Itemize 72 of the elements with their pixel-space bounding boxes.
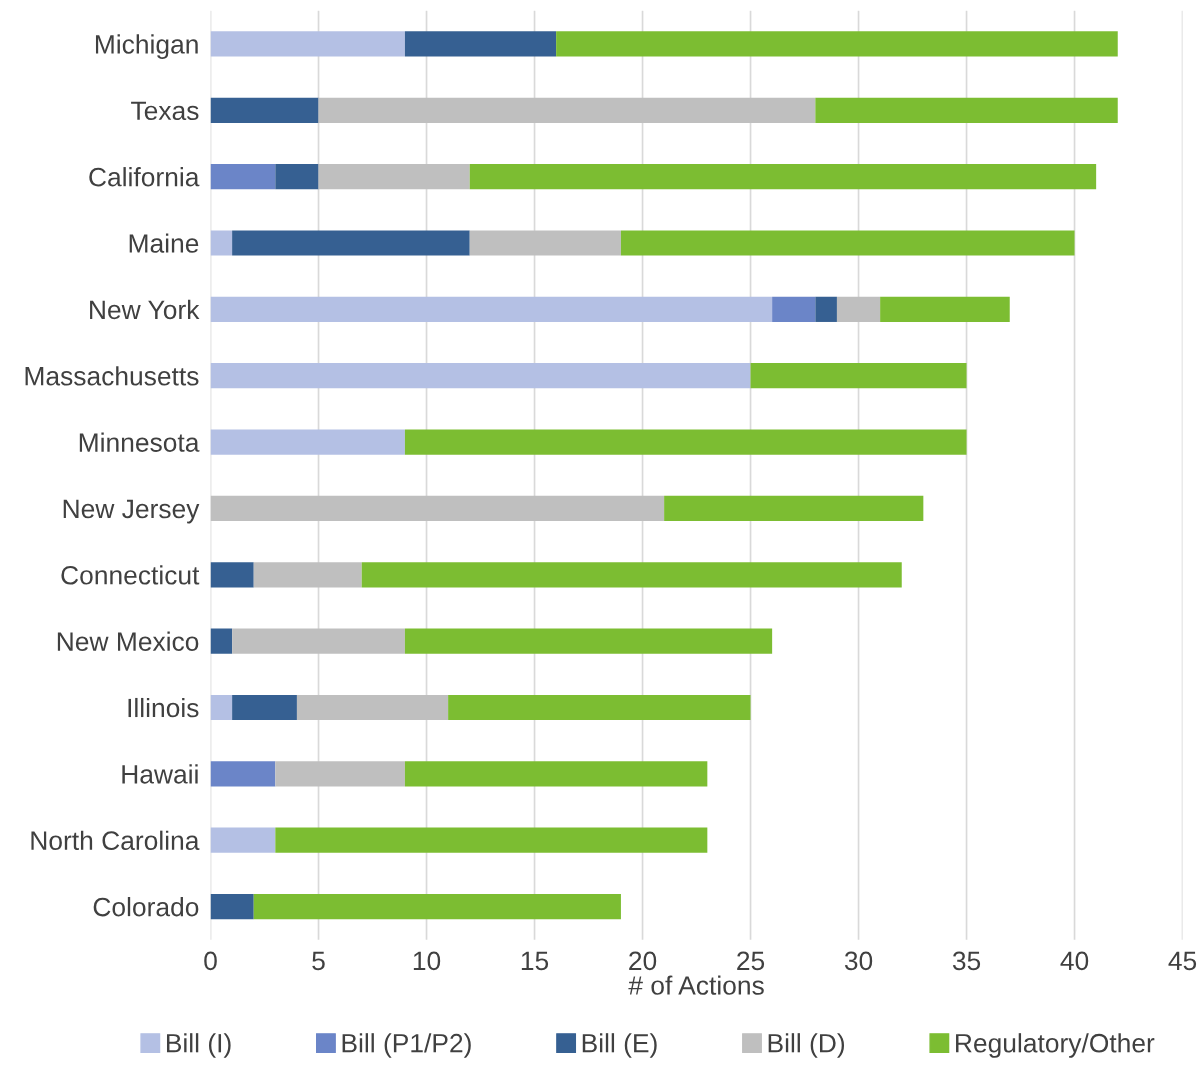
bar [556, 31, 1118, 57]
x-tick-label: 0 [204, 951, 217, 971]
x-tick-label: 25 [737, 951, 765, 971]
legend-label: Regulatory/Other [956, 1033, 1155, 1058]
x-tick-label: 40 [1060, 951, 1089, 971]
bar [275, 827, 708, 853]
bar [210, 429, 405, 455]
x-tick-label: 30 [844, 951, 873, 971]
bar [815, 296, 837, 322]
bar [232, 230, 470, 256]
bar [296, 694, 449, 721]
y-tick-label: Illinois [128, 697, 199, 718]
bar [210, 694, 233, 721]
bar [232, 694, 297, 721]
bar [469, 230, 621, 256]
bar [836, 296, 881, 322]
bar [210, 893, 254, 920]
bar [448, 694, 751, 721]
bar [210, 164, 276, 190]
bar [664, 495, 924, 522]
legend-label: Bill (E) [582, 1033, 657, 1058]
y-tick-label: Hawaii [122, 764, 198, 784]
bar [253, 893, 621, 920]
legend-label: Bill (D) [768, 1033, 845, 1058]
bar [210, 296, 773, 322]
y-tick-label: Minnesota [79, 432, 200, 452]
x-tick-label: 20 [629, 951, 657, 971]
bar [750, 363, 967, 389]
bar [232, 628, 405, 654]
bar [275, 164, 319, 190]
bar [361, 562, 902, 588]
y-tick-label: Texas [131, 101, 199, 121]
bar [404, 761, 708, 787]
x-tick-label: 45 [1168, 951, 1197, 971]
x-tick-label: 5 [312, 951, 325, 971]
bar [210, 495, 665, 522]
bar [210, 97, 319, 123]
x-tick-label: 15 [521, 951, 549, 971]
bar [210, 562, 254, 588]
x-tick-label: 10 [413, 951, 441, 971]
y-tick-label: Colorado [93, 897, 199, 917]
bar [210, 363, 751, 389]
bar [275, 761, 405, 787]
y-tick-label: Connecticut [61, 565, 200, 585]
y-tick-label: New Mexico [57, 631, 199, 651]
bar [469, 164, 1097, 190]
bar [880, 296, 1010, 322]
bar [210, 31, 405, 57]
bar [318, 164, 470, 190]
bar [210, 761, 276, 787]
bar [620, 230, 1075, 256]
bar [210, 628, 233, 654]
y-tick-label: Massachusetts [25, 366, 199, 386]
x-axis-title: # of Actions [628, 975, 764, 995]
y-tick-label: California [89, 167, 200, 187]
bar [404, 31, 557, 57]
bar [210, 230, 233, 256]
y-tick-label: Maine [129, 233, 199, 253]
x-tick-label: 35 [952, 951, 981, 971]
legend-label: Bill (I) [166, 1033, 231, 1058]
bar [404, 429, 967, 455]
y-tick-label: Michigan [95, 34, 198, 59]
legend-label: Bill (P1/P2) [342, 1033, 471, 1058]
y-tick-label: North Carolina [31, 830, 200, 851]
bar [253, 562, 362, 588]
bar [404, 628, 773, 654]
bar [772, 296, 816, 322]
y-tick-label: New Jersey [63, 499, 200, 524]
y-tick-label: New York [90, 299, 200, 320]
bar [318, 97, 816, 123]
bar [815, 97, 1118, 123]
bar [210, 827, 276, 853]
